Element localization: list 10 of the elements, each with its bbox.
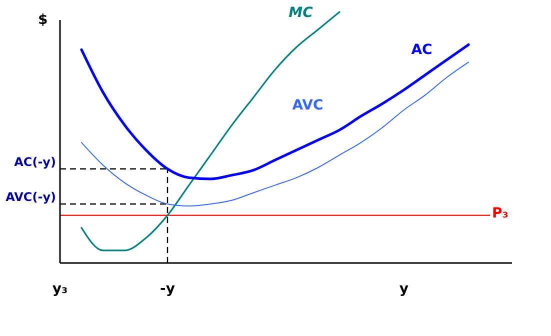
y-axis-title: $ — [38, 12, 48, 28]
x-tick-label: y₃ — [52, 281, 68, 297]
ref-line-label: AC(-y) — [14, 154, 56, 169]
x-tick-label: -y — [160, 281, 175, 297]
x-tick-label: y — [399, 281, 409, 297]
series-label: MC — [288, 4, 314, 21]
text: AVC — [292, 98, 324, 114]
series-label: AC — [411, 42, 432, 58]
ref-line-label: AVC(-y) — [6, 190, 56, 204]
ref-line-label: P₃ — [492, 205, 508, 222]
